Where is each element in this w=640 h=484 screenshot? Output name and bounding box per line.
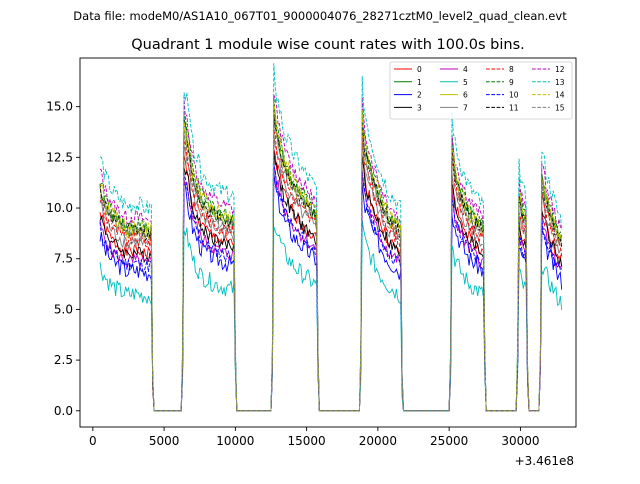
y-tick-label: 7.5 [54,252,73,266]
legend-label-15: 15 [555,103,565,112]
legend-label-1: 1 [417,78,422,87]
y-tick-label: 15.0 [46,100,73,114]
legend-label-4: 4 [463,65,468,74]
legend-label-6: 6 [463,91,468,100]
y-tick-label: 2.5 [54,353,73,367]
x-tick-label: 0 [89,434,97,448]
legend-label-11: 11 [509,103,519,112]
legend-label-14: 14 [555,91,565,100]
legend-label-13: 13 [555,78,565,87]
legend-label-10: 10 [509,91,519,100]
series-layer [99,63,563,412]
legend-label-12: 12 [555,65,565,74]
legend-box [389,61,573,120]
y-tick-label: 0.0 [54,404,73,418]
x-tick-label: 5000 [149,434,180,448]
figure-suptitle: Data file: modeM0/AS1A10_067T01_90000040… [73,9,567,23]
x-tick-label: 25000 [430,434,468,448]
y-tick-label: 12.5 [46,150,73,164]
x-tick-label: 30000 [501,434,539,448]
legend-label-5: 5 [463,78,468,87]
x-tick-label: 10000 [216,434,254,448]
legend-label-7: 7 [463,103,468,112]
x-tick-label: 20000 [359,434,397,448]
x-tick-label: 15000 [288,434,326,448]
y-tick-label: 5.0 [54,302,73,316]
legend-label-3: 3 [417,103,422,112]
legend-label-8: 8 [509,65,514,74]
y-axis: 0.0 2.5 5.0 7.5 10.0 12.5 15.0 [46,100,80,418]
chart-title: Quadrant 1 module wise count rates with … [131,37,525,53]
legend-label-2: 2 [417,91,422,100]
legend-label-0: 0 [417,65,422,74]
x-axis: 0 5000 10000 15000 20000 25000 30000 [89,427,540,448]
axes-frame [79,57,577,428]
y-tick-label: 10.0 [46,201,73,215]
x-offset-label: +3.461e8 [515,454,574,468]
legend-label-9: 9 [509,78,514,87]
